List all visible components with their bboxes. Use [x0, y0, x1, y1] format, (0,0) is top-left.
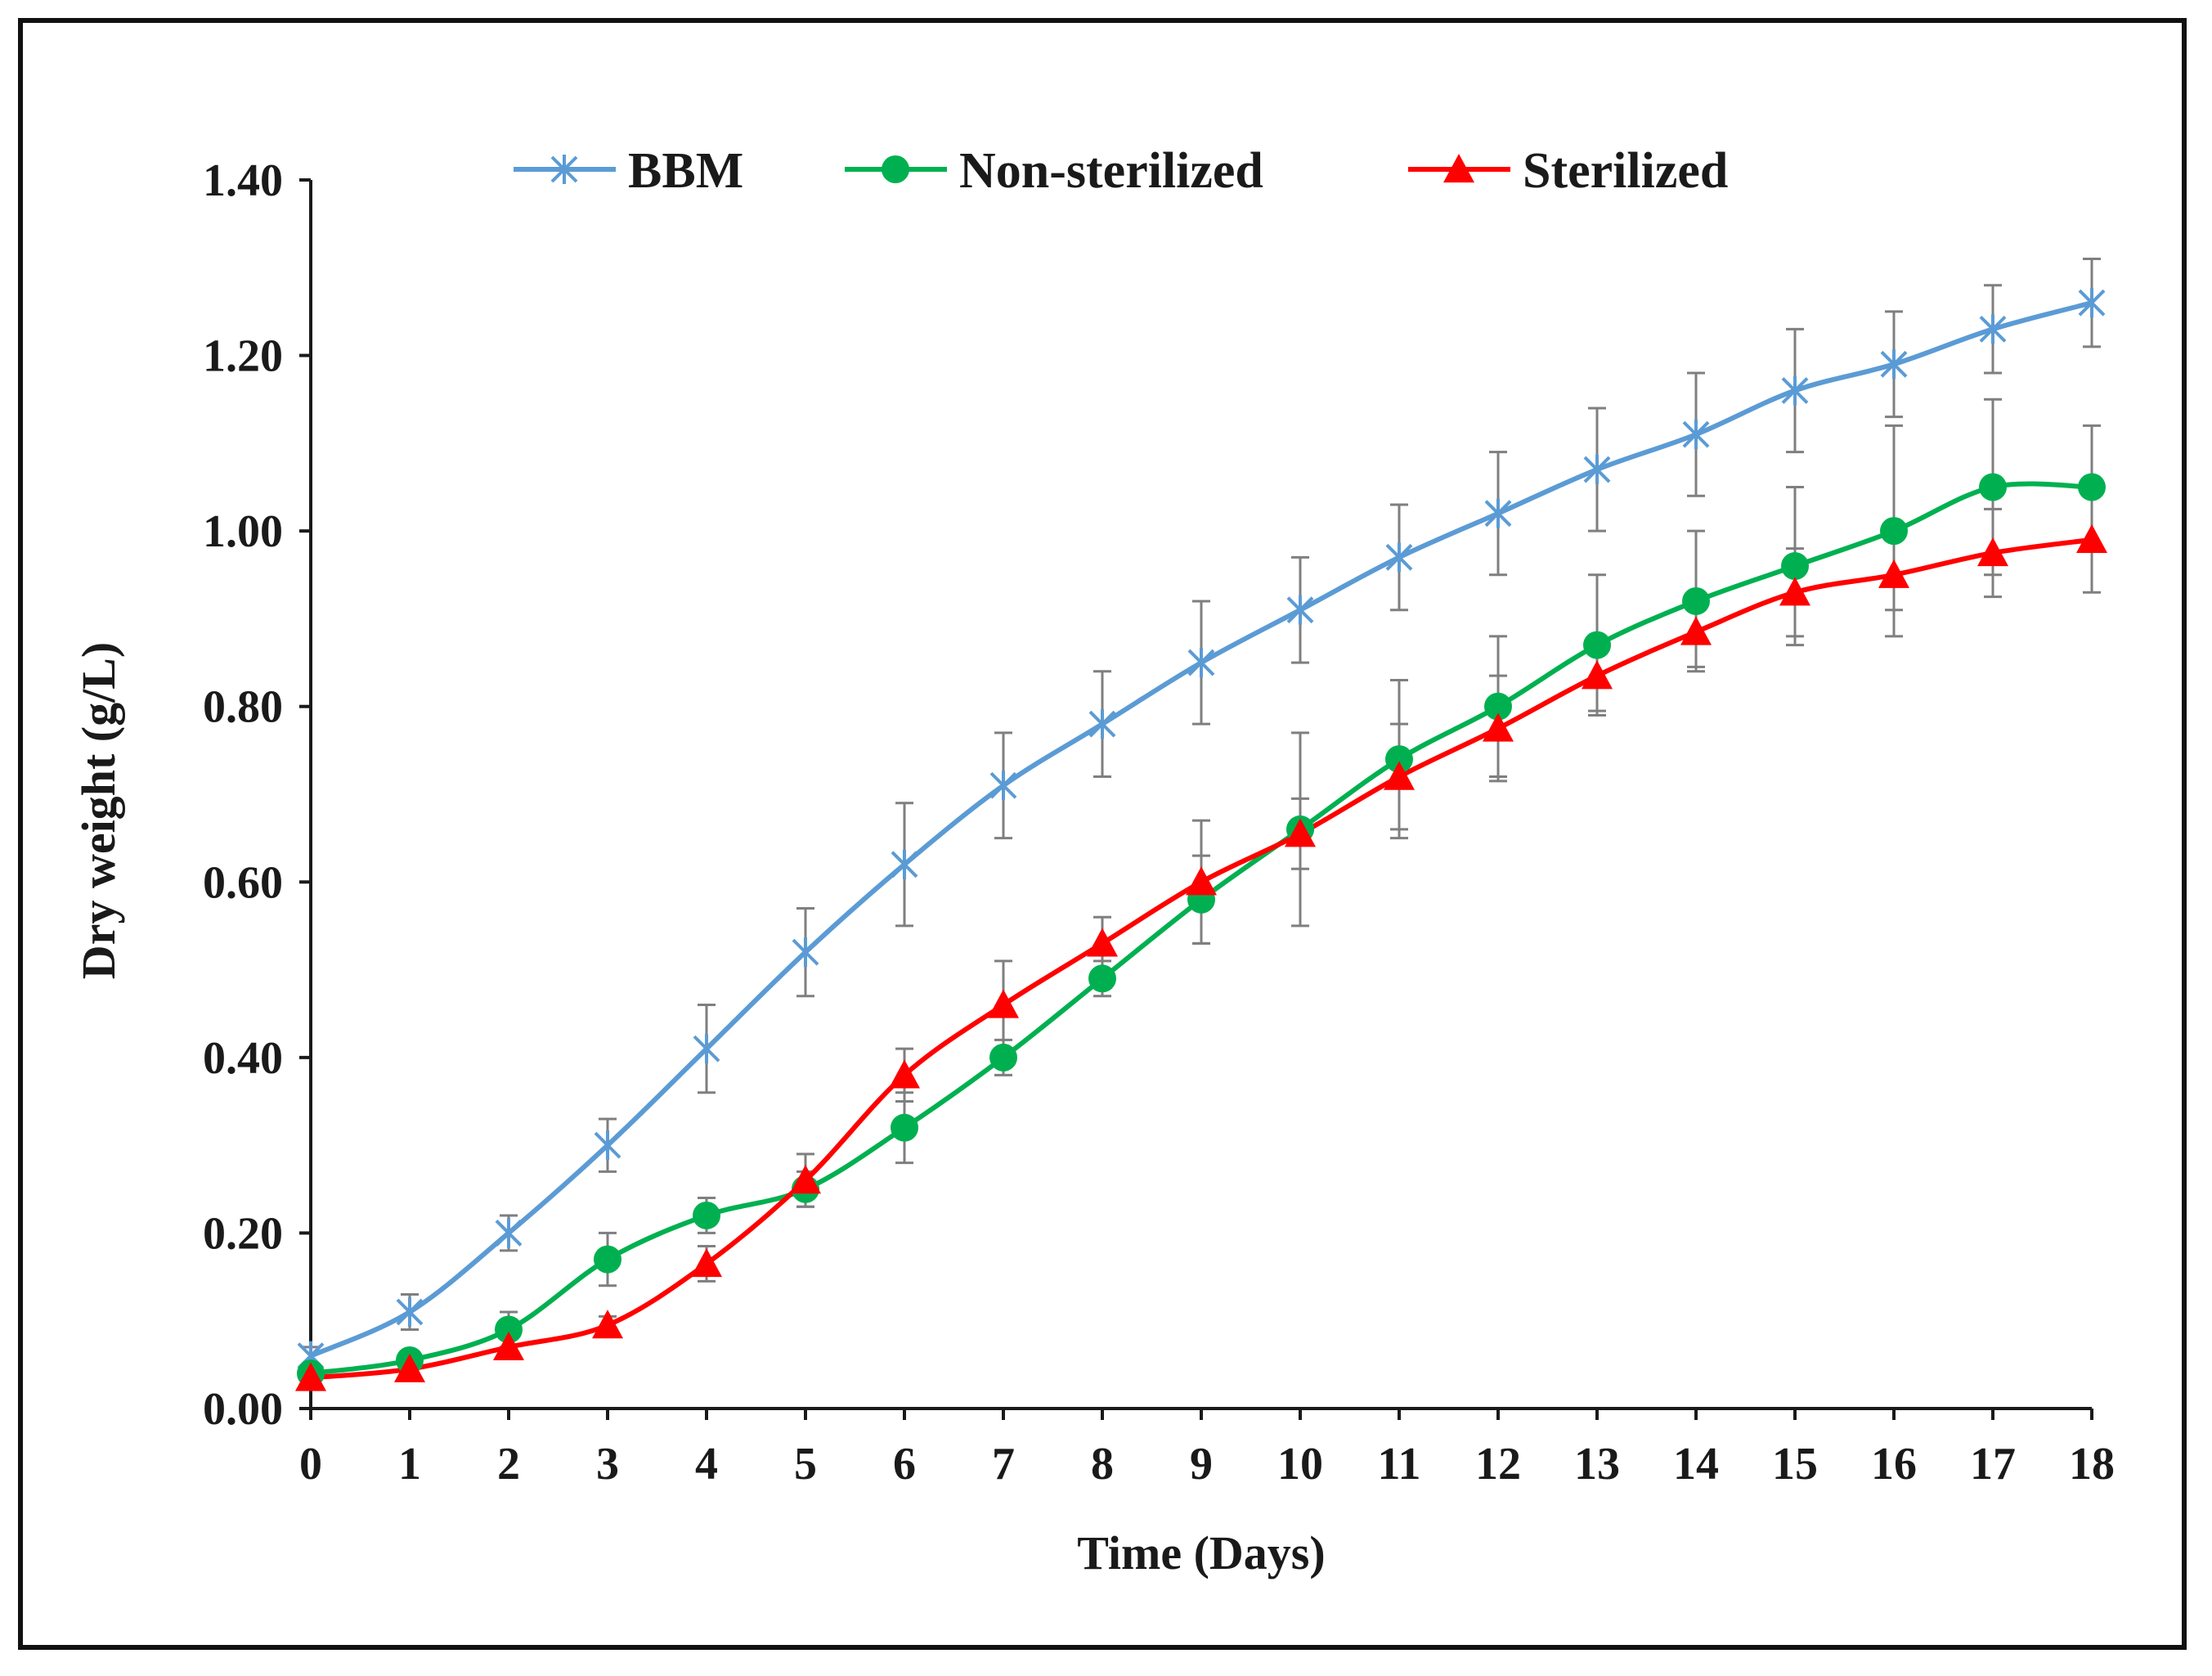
bbm-point [1484, 498, 1512, 528]
y-tick-label: 1.40 [203, 155, 283, 206]
sterilized-point [295, 1362, 326, 1391]
y-tick-label: 1.20 [203, 331, 283, 382]
y-axis-title: Dry weight (g/L) [72, 642, 125, 979]
x-tick-label: 6 [893, 1439, 916, 1490]
x-axis-title: Time (Days) [1077, 1526, 1325, 1579]
bbm-point [693, 1034, 720, 1064]
non-sterilized-point [495, 1315, 523, 1344]
non-sterilized-point [1682, 586, 1710, 615]
bbm-point [1088, 709, 1116, 739]
sterilized-point [1285, 818, 1316, 847]
sterilized-point [790, 1165, 821, 1194]
legend-item-bbm: BBM [514, 143, 743, 199]
bbm-point [1682, 420, 1710, 450]
y-tick-label: 1.00 [203, 506, 283, 557]
sterilized-point [691, 1247, 722, 1278]
x-tick-label: 15 [1772, 1439, 1818, 1490]
bbm-point [1880, 349, 1908, 380]
sterilized-point [1977, 537, 2008, 567]
legend-label: Non-sterilized [959, 143, 1263, 199]
sterilized-point [1680, 616, 1712, 645]
y-tick-label: 0.60 [203, 857, 283, 908]
x-tick-label: 4 [695, 1439, 718, 1490]
y-tick-label: 0.40 [203, 1033, 283, 1084]
x-tick-label: 14 [1673, 1439, 1719, 1490]
legend-item-sterilized: Sterilized [1408, 143, 1728, 199]
legend-swatch-marker [882, 155, 909, 183]
non-sterilized-point [693, 1201, 720, 1229]
non-sterilized-point [1088, 964, 1116, 993]
x-tick-label: 18 [2069, 1439, 2115, 1490]
bbm-point [2078, 288, 2106, 318]
bbm-point [594, 1130, 621, 1161]
x-tick-label: 10 [1277, 1439, 1323, 1490]
sterilized-point [1779, 577, 1810, 606]
bbm-point [1583, 455, 1611, 485]
non-sterilized-point [1385, 745, 1413, 774]
sterilized-point [394, 1353, 425, 1382]
bbm-point [495, 1218, 523, 1248]
legend-swatch-marker [550, 155, 578, 184]
x-tick-label: 7 [992, 1439, 1015, 1490]
x-tick-label: 13 [1574, 1439, 1620, 1490]
figure-frame [18, 18, 2187, 1650]
sterilized-point [1582, 660, 1613, 690]
non-sterilized-point [1484, 692, 1512, 721]
legend-label: BBM [628, 143, 743, 199]
non-sterilized-point [1583, 631, 1611, 659]
bbm-point [792, 937, 819, 968]
series-markers [295, 288, 2107, 1391]
non-sterilized-point [594, 1245, 621, 1274]
sterilized-point [2076, 523, 2107, 554]
error-bars [302, 258, 2101, 1384]
x-tick-label: 3 [596, 1439, 619, 1490]
bbm-point [1979, 314, 2007, 344]
non-sterilized-point [2078, 473, 2106, 501]
sterilized-point [493, 1331, 524, 1361]
non-sterilized-point [891, 1113, 918, 1142]
non-sterilized-point [1979, 473, 2007, 501]
bbm-point [891, 849, 918, 879]
legend: BBM Non-sterilized Sterilized [514, 143, 1728, 199]
legend-swatch-marker [1443, 154, 1474, 183]
bbm-point [989, 771, 1017, 801]
sterilized-point [1483, 712, 1514, 742]
y-ticks: 0.00 0.20 0.40 0.60 0.80 1.00 1.20 1.40 [203, 155, 311, 1435]
sterilized-point [988, 989, 1019, 1018]
bbm-point [1385, 542, 1413, 573]
x-tick-label: 0 [299, 1439, 322, 1490]
sterilized-point [889, 1059, 920, 1089]
x-tick-label: 9 [1190, 1439, 1213, 1490]
x-tick-label: 5 [794, 1439, 817, 1490]
x-tick-label: 11 [1378, 1439, 1421, 1490]
sterilized-point [1384, 761, 1415, 790]
bbm-point [1286, 595, 1314, 625]
x-tick-label: 16 [1871, 1439, 1917, 1490]
legend-label: Sterilized [1523, 143, 1728, 199]
x-tick-label: 12 [1475, 1439, 1521, 1490]
legend-item-non-sterilized: Non-sterilized [845, 143, 1263, 199]
y-tick-label: 0.80 [203, 682, 283, 733]
sterilized-point [1186, 866, 1217, 896]
x-tick-label: 8 [1091, 1439, 1114, 1490]
sterilized-point [592, 1310, 623, 1339]
bbm-point [396, 1296, 424, 1327]
sterilized-point [1087, 928, 1118, 957]
non-sterilized-point [1781, 552, 1809, 581]
y-tick-label: 0.00 [203, 1384, 283, 1435]
x-ticks: 0 1 2 3 4 5 6 7 8 9 10 11 12 13 14 15 16 17 18 [299, 1409, 2115, 1490]
bbm-point [1781, 375, 1809, 406]
y-tick-label: 0.20 [203, 1208, 283, 1259]
non-sterilized-point [989, 1043, 1017, 1072]
x-tick-label: 1 [398, 1439, 421, 1490]
non-sterilized-point [1880, 517, 1908, 546]
bbm-point [1187, 648, 1215, 678]
x-tick-label: 2 [497, 1439, 520, 1490]
sterilized-point [1878, 559, 1909, 588]
x-tick-label: 17 [1970, 1439, 2016, 1490]
